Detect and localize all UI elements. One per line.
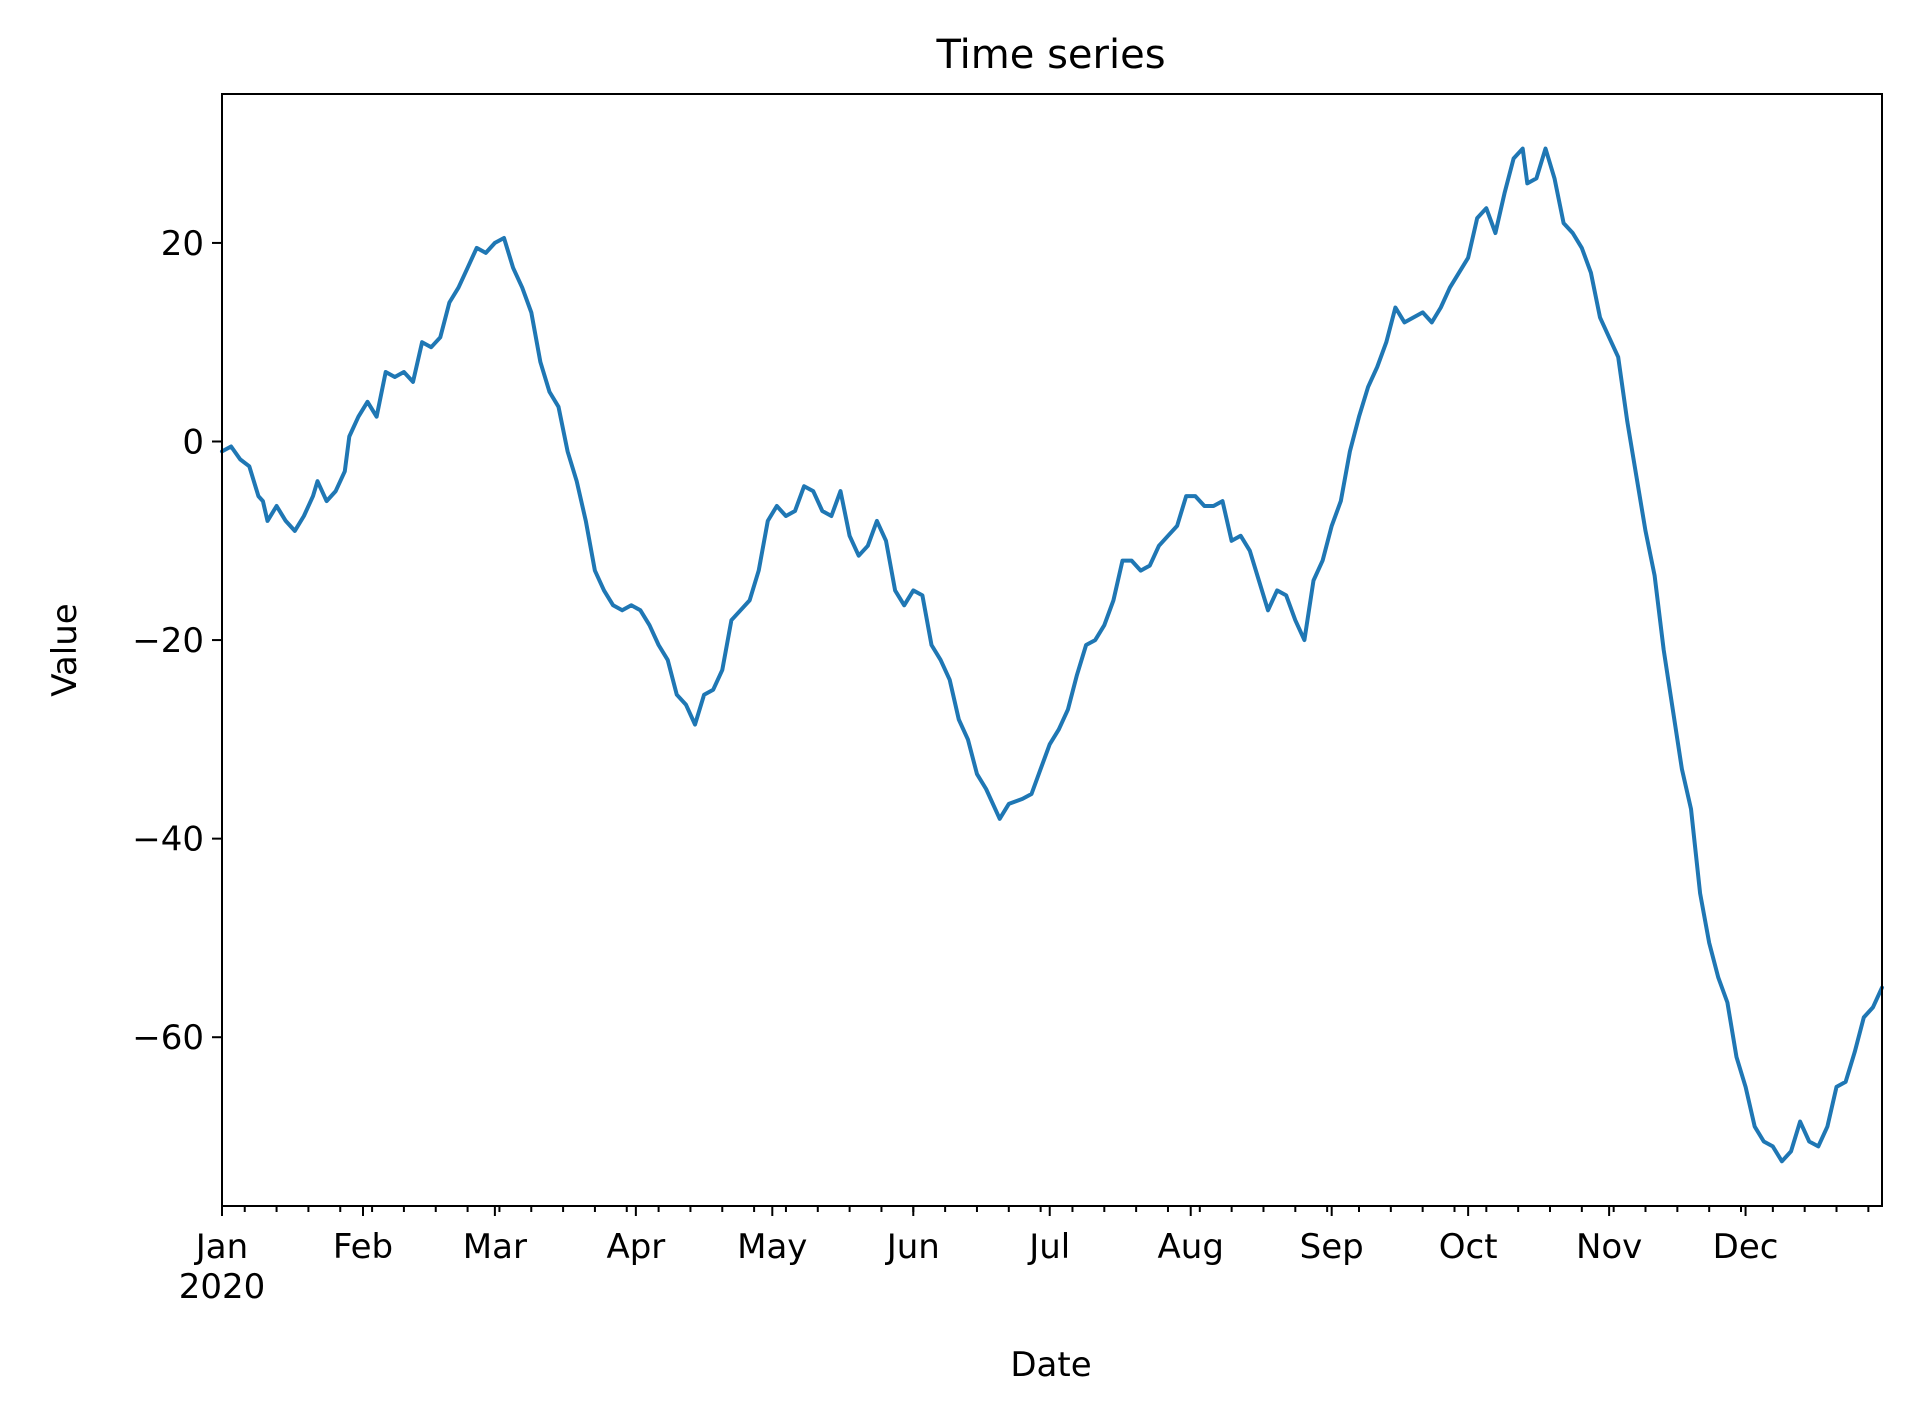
x-tick-label: Jan	[194, 1227, 248, 1267]
y-axis: 20 0 −20 −40 −60	[132, 224, 222, 1058]
y-tick-label: 0	[182, 423, 204, 463]
x-axis-label: Date	[1010, 1345, 1091, 1385]
y-tick-label: 20	[161, 224, 204, 264]
x-tick-label: Nov	[1576, 1227, 1642, 1267]
x-tick-year-label: 2020	[179, 1267, 266, 1307]
x-tick-label: May	[737, 1227, 807, 1267]
plot-area	[220, 93, 1884, 1207]
x-tick-label: Apr	[606, 1227, 665, 1267]
y-axis-label: Value	[45, 603, 85, 696]
x-tick-label: Aug	[1158, 1227, 1224, 1267]
axes-frame	[221, 93, 1883, 1207]
y-tick-label: −40	[132, 820, 204, 860]
x-tick-label: Feb	[333, 1227, 393, 1267]
x-tick-label: Jun	[885, 1227, 940, 1267]
y-tick-label: −60	[132, 1018, 204, 1058]
x-tick-label: Oct	[1439, 1227, 1498, 1267]
x-tick-label: Sep	[1300, 1227, 1364, 1267]
y-tick-label: −20	[132, 621, 204, 661]
chart-title: Time series	[935, 32, 1165, 78]
x-tick-label: Mar	[463, 1227, 527, 1267]
series-line	[220, 146, 1884, 1164]
x-tick-label: Jul	[1027, 1227, 1070, 1267]
x-tick-label: Dec	[1713, 1227, 1779, 1267]
